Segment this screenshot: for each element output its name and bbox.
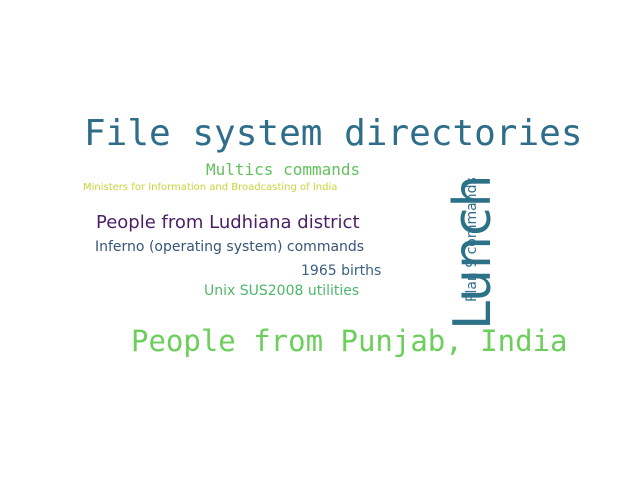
word-people-from-punjab: People from Punjab, India	[131, 324, 568, 358]
word-unix-sus2008: Unix SUS2008 utilities	[204, 283, 360, 299]
word-multics-commands: Multics commands	[206, 160, 361, 179]
word-plan-9-commands: Plan 9 commands	[464, 177, 480, 302]
word-people-from-ludhiana: People from Ludhiana district	[96, 212, 360, 233]
word-1965-births: 1965 births	[301, 263, 382, 279]
word-ministers-information-broadcasting: Ministers for Information and Broadcasti…	[83, 182, 338, 193]
word-file-system-directories: File system directories	[84, 113, 583, 154]
word-inferno-commands: Inferno (operating system) commands	[95, 239, 365, 255]
